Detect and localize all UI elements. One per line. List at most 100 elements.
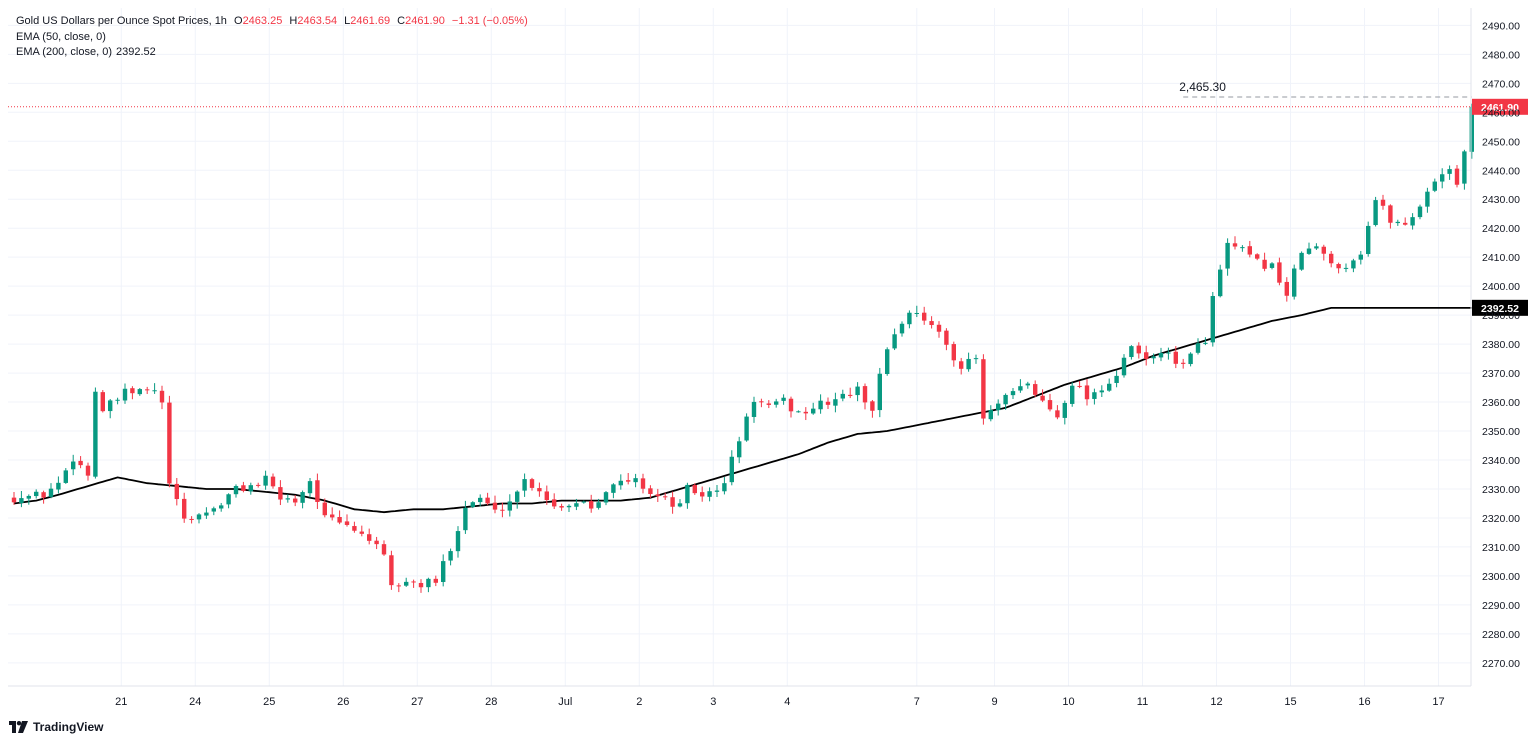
candle [848,387,853,399]
candle-body [1084,385,1090,400]
candle-body [959,361,964,369]
candle [56,476,61,494]
candle [241,481,246,493]
candle-body [48,488,54,497]
candle-body [1218,269,1223,297]
candle-body [944,330,949,345]
candle-body [374,540,379,545]
candle [1373,196,1378,227]
candle [655,488,660,502]
tradingview-logo[interactable]: TradingView [9,720,103,734]
candle-body [677,503,683,507]
candle [1166,347,1171,360]
candle [566,504,572,512]
x-tick-label: 28 [485,696,497,708]
ema50-row[interactable]: EMA (50, close, 0) [16,30,528,46]
candle [307,478,313,498]
candle [1070,382,1075,407]
tradingview-logo-icon [9,721,28,733]
candle-body [655,494,660,497]
candle [1425,187,1430,213]
candle [41,490,46,504]
candle [714,484,720,497]
candle-body [359,531,364,534]
candle-body [1417,206,1423,218]
symbol-title: Gold US Dollars per Ounce Spot Prices, 1… [16,15,227,27]
candle-body [1329,253,1334,264]
candle-body [818,400,823,410]
candle [929,316,934,329]
candle-body [322,502,327,516]
candle-body [1321,246,1326,254]
candle [463,500,468,534]
x-tick-label: Jul [558,696,572,708]
candle-body [300,492,305,503]
candle-body [1003,394,1008,405]
candle-body [1232,243,1238,247]
candle-body [307,481,313,494]
close-label: C [397,15,406,27]
candle-body [537,488,542,492]
candle [1410,213,1415,230]
candle [226,493,231,509]
candle [1269,262,1275,270]
candle-body [1299,252,1304,270]
candle [685,482,690,509]
candle [470,501,475,509]
candle [278,480,283,506]
y-tick-label: 2370.00 [1482,368,1520,380]
candle-body [981,359,986,419]
candle-body [1188,353,1193,365]
candle [1151,353,1156,364]
candle [1114,370,1119,388]
candle [485,492,490,506]
candle [1092,388,1097,405]
candle [337,510,342,525]
candle-body [211,508,216,512]
candle [751,396,757,423]
x-tick-label: 4 [784,696,790,708]
candle-body [796,411,801,413]
x-tick-label: 15 [1284,696,1296,708]
candle [174,477,179,506]
candle [285,494,290,503]
candle [907,310,912,329]
candle-body [1432,181,1437,191]
candle [529,477,535,491]
candle-body [877,373,882,411]
y-tick-label: 2430.00 [1482,194,1520,206]
candle-body [263,475,268,486]
candle [648,485,653,498]
candle [1144,345,1149,366]
candle-body [870,401,875,411]
candle [1018,379,1023,393]
candle-body [996,403,1001,411]
candle-body [1262,259,1267,269]
candle-body [648,488,653,494]
candle [818,394,823,414]
candle-body [1166,352,1171,354]
candle [263,470,268,490]
candle [1336,262,1341,274]
ema200-row[interactable]: EMA (200, close, 0) 2392.52 [16,45,528,61]
candle [293,495,298,507]
high-marker-label: 2,465.30 [1179,80,1226,94]
candle-body [1395,221,1400,224]
candle [759,398,764,408]
candle-body [1277,262,1282,283]
candle-body [574,503,579,507]
candle-body [11,497,17,503]
candle-body [367,534,372,541]
candle-body [855,386,860,396]
candle-body [1425,191,1430,207]
candle-body [1225,242,1230,269]
candle [1447,165,1452,180]
candle [1225,238,1230,276]
candle [1306,242,1312,255]
candle-body [951,344,956,361]
candle-body [344,521,350,525]
candle-body [1343,267,1349,269]
candle [100,390,105,413]
